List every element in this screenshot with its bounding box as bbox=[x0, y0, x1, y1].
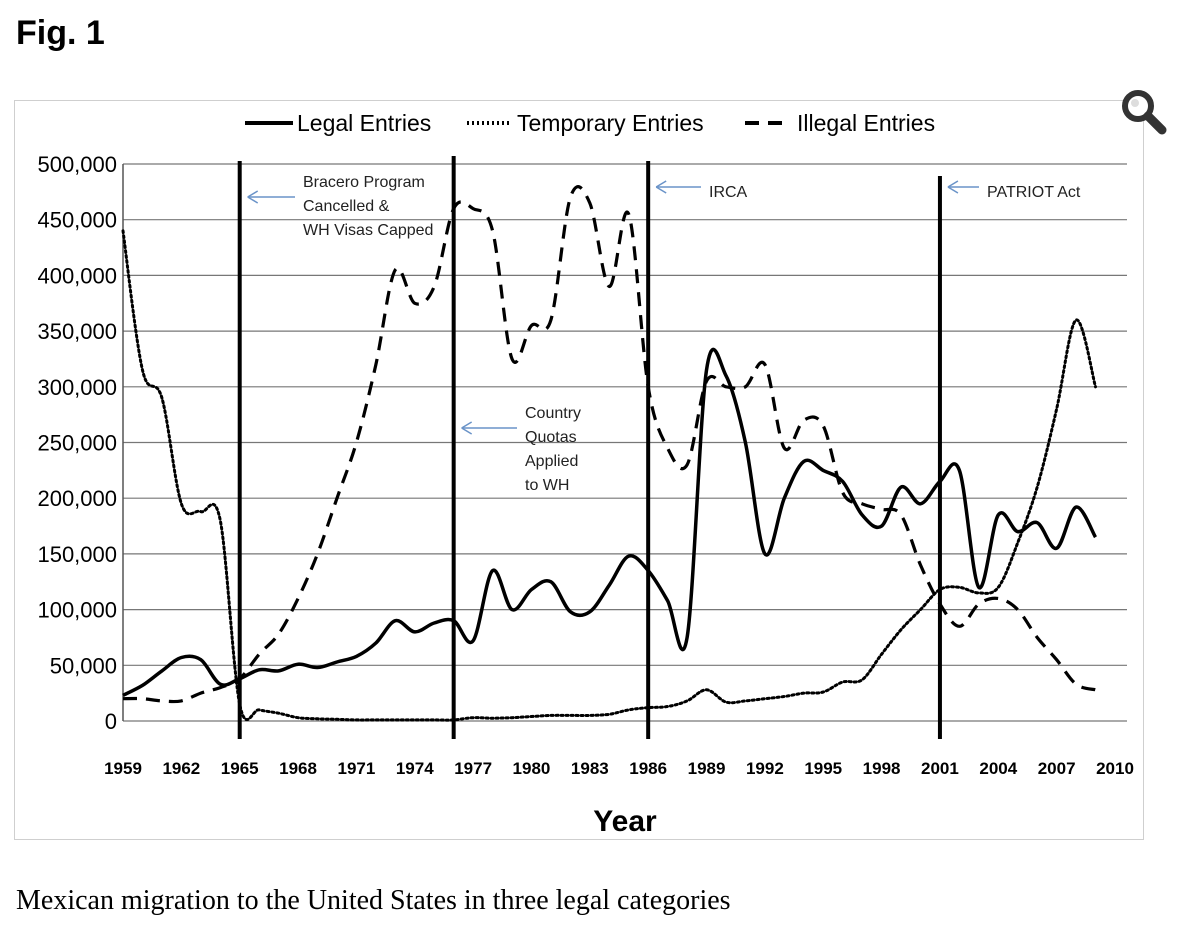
x-tick-label: 1992 bbox=[746, 759, 784, 778]
y-tick-label: 250,000 bbox=[37, 431, 117, 456]
y-tick-label: 50,000 bbox=[50, 653, 117, 678]
chart-frame: 0 50,000 100,000 150,000 200,000 250,000 300,0… bbox=[14, 100, 1144, 840]
y-tick-label: 450,000 bbox=[37, 208, 117, 233]
y-tick-label: 150,000 bbox=[37, 542, 117, 567]
legend-label: Legal Entries bbox=[297, 110, 431, 136]
x-tick-label: 1986 bbox=[629, 759, 667, 778]
annotation-text: Cancelled & bbox=[303, 198, 390, 215]
annotation-text: Country bbox=[525, 405, 581, 422]
x-tick-label: 1965 bbox=[221, 759, 259, 778]
annotation-text: PATRIOT Act bbox=[987, 184, 1081, 201]
series-line-temporary-entries bbox=[121, 229, 1097, 722]
x-tick-label: 2007 bbox=[1038, 759, 1076, 778]
y-tick-label: 500,000 bbox=[37, 152, 117, 177]
x-axis-label: Year bbox=[593, 805, 657, 838]
annotation-text: Quotas bbox=[525, 429, 577, 446]
x-tick-label: 1989 bbox=[688, 759, 726, 778]
y-tick-label: 400,000 bbox=[37, 263, 117, 288]
series-line-legal-entries bbox=[122, 348, 1098, 697]
event-arrowhead bbox=[461, 421, 473, 435]
event-markers: Bracero Program Cancelled & WH Visas Cappe… bbox=[237, 156, 1081, 739]
y-tick-label: 300,000 bbox=[37, 375, 117, 400]
gridlines bbox=[122, 163, 1127, 722]
figure-caption: Mexican migration to the United States i… bbox=[16, 885, 731, 916]
annotation-text: WH Visas Capped bbox=[303, 222, 433, 239]
legend: Legal Entries Temporary Entries Illegal En… bbox=[245, 110, 935, 136]
x-tick-label: 1983 bbox=[571, 759, 609, 778]
x-tick-label: 1998 bbox=[863, 759, 901, 778]
magnifier-icon[interactable] bbox=[1118, 86, 1170, 138]
x-tick-label: 1971 bbox=[337, 759, 375, 778]
annotation-text: IRCA bbox=[709, 184, 748, 201]
event-arrowhead bbox=[247, 190, 259, 204]
y-tick-label: 100,000 bbox=[37, 598, 117, 623]
y-tick-label: 350,000 bbox=[37, 319, 117, 344]
series-lines bbox=[121, 185, 1098, 722]
legend-label: Temporary Entries bbox=[517, 110, 704, 136]
x-tick-label: 2010 bbox=[1096, 759, 1134, 778]
x-axis: 1959 1962 1965 1968 1971 1974 1977 1980 1983 1986… bbox=[104, 759, 1134, 778]
annotation-text: to WH bbox=[525, 477, 569, 494]
annotation-text: Bracero Program bbox=[303, 174, 425, 191]
y-tick-label: 200,000 bbox=[37, 486, 117, 511]
x-tick-label: 1995 bbox=[804, 759, 842, 778]
y-tick-label: 0 bbox=[105, 709, 117, 734]
legend-label: Illegal Entries bbox=[797, 110, 935, 136]
line-chart: 0 50,000 100,000 150,000 200,000 250,000 300,0… bbox=[37, 110, 1134, 838]
x-tick-label: 2004 bbox=[979, 759, 1017, 778]
x-tick-label: 1980 bbox=[513, 759, 551, 778]
x-tick-label: 2001 bbox=[921, 759, 959, 778]
y-axis: 0 50,000 100,000 150,000 200,000 250,000 300,0… bbox=[37, 152, 117, 734]
x-tick-label: 1968 bbox=[279, 759, 317, 778]
x-tick-label: 1977 bbox=[454, 759, 492, 778]
x-tick-label: 1959 bbox=[104, 759, 142, 778]
series-line-illegal-entries bbox=[122, 185, 1096, 704]
event-arrowhead bbox=[947, 180, 959, 194]
x-tick-label: 1962 bbox=[162, 759, 200, 778]
figure-label: Fig. 1 bbox=[16, 14, 105, 52]
x-tick-label: 1974 bbox=[396, 759, 434, 778]
annotation-text: Applied bbox=[525, 453, 578, 470]
event-arrowhead bbox=[655, 180, 667, 194]
